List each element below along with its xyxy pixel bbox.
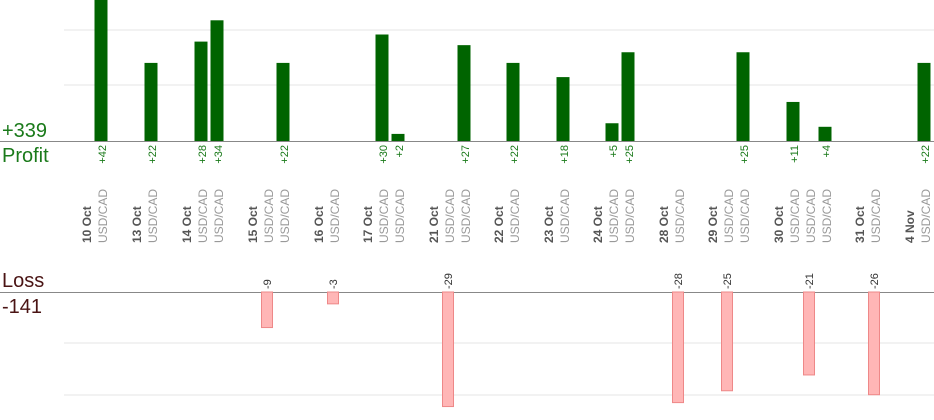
profit-value-label: +27	[460, 145, 472, 164]
profit-bar	[391, 133, 405, 141]
profit-value-label: +4	[821, 145, 833, 158]
date-label: 4 Nov	[903, 210, 917, 243]
profit-bar	[621, 52, 635, 141]
profit-value-label: +30	[378, 145, 390, 164]
pair-label: USD/CAD	[722, 189, 736, 243]
profit-value-label: +22	[920, 145, 932, 164]
date-label: 29 Oct	[706, 206, 720, 243]
profit-value-label: +2	[394, 145, 406, 158]
loss-value-label: -29	[443, 273, 455, 289]
pair-label: USD/CAD	[146, 189, 160, 243]
profit-value-label: +34	[213, 145, 225, 164]
date-label: 22 Oct	[492, 206, 506, 243]
profit-label: Profit	[2, 145, 49, 167]
profit-value-label: +22	[147, 145, 159, 164]
loss-bar	[327, 291, 339, 305]
loss-value-label: -25	[722, 273, 734, 289]
date-label: 16 Oct	[312, 206, 326, 243]
loss-bar	[261, 291, 273, 329]
profit-value-label: +42	[97, 145, 109, 164]
loss-bar	[442, 291, 454, 408]
date-label: 28 Oct	[657, 206, 671, 243]
date-label: 15 Oct	[246, 206, 260, 243]
profit-bar	[506, 62, 520, 141]
loss-value-label: -21	[804, 273, 816, 289]
pair-label: USD/CAD	[820, 189, 834, 243]
loss-total: -141	[2, 296, 43, 318]
loss-bar	[672, 291, 684, 404]
date-label: 31 Oct	[853, 206, 867, 243]
loss-value-label: -3	[328, 279, 340, 289]
profit-value-label: +28	[197, 145, 209, 164]
profit-bar	[144, 62, 158, 141]
pair-label: USD/CAD	[738, 189, 752, 243]
pair-label: USD/CAD	[623, 189, 637, 243]
profit-value-label: +22	[509, 145, 521, 164]
profit-bar	[818, 126, 832, 141]
pair-label: USD/CAD	[788, 189, 802, 243]
date-label: 13 Oct	[130, 206, 144, 243]
pair-label: USD/CAD	[262, 189, 276, 243]
date-label: 17 Oct	[361, 206, 375, 243]
pair-label: USD/CAD	[459, 189, 473, 243]
profit-value-label: +22	[279, 145, 291, 164]
pair-label: USD/CAD	[869, 189, 883, 243]
profit-bar	[736, 52, 750, 141]
pair-label: USD/CAD	[673, 189, 687, 243]
profit-bar	[194, 41, 208, 141]
pair-label: USD/CAD	[558, 189, 572, 243]
profit-value-label: +11	[789, 145, 801, 163]
loss-value-label: -9	[262, 279, 274, 289]
profit-bar	[605, 123, 619, 141]
pair-label: USD/CAD	[443, 189, 457, 243]
pair-label: USD/CAD	[278, 189, 292, 243]
profit-bar	[457, 45, 471, 141]
date-label: 23 Oct	[542, 206, 556, 243]
pair-label: USD/CAD	[196, 189, 210, 243]
pair-label: USD/CAD	[377, 189, 391, 243]
loss-value-label: -28	[673, 273, 685, 289]
profit-value-label: +25	[624, 145, 636, 164]
profit-value-label: +18	[559, 145, 571, 164]
pair-label: USD/CAD	[607, 189, 621, 243]
loss-label: Loss	[2, 270, 45, 292]
profit-bar	[917, 62, 931, 141]
profit-total: +339	[2, 120, 48, 142]
pair-label: USD/CAD	[212, 189, 226, 243]
pair-label: USD/CAD	[804, 189, 818, 243]
profit-bar	[556, 77, 570, 141]
pair-label: USD/CAD	[328, 189, 342, 243]
profit-bar	[375, 34, 389, 141]
date-label: 21 Oct	[427, 206, 441, 243]
profit-bar	[94, 0, 108, 141]
profit-bar	[210, 20, 224, 141]
date-label: 10 Oct	[80, 206, 94, 243]
pair-label: USD/CAD	[96, 189, 110, 243]
loss-bar	[803, 291, 815, 376]
date-label: 24 Oct	[591, 206, 605, 243]
profit-value-label: +25	[739, 145, 751, 164]
pair-label: USD/CAD	[393, 189, 407, 243]
loss-bar	[868, 291, 880, 396]
loss-value-label: -26	[869, 273, 881, 289]
date-label: 30 Oct	[772, 206, 786, 243]
profit-value-label: +5	[608, 145, 620, 158]
pair-label: USD/CAD	[919, 189, 933, 243]
profit-bar	[786, 101, 800, 141]
pair-label: USD/CAD	[508, 189, 522, 243]
loss-bar	[721, 291, 733, 392]
profit-bar	[276, 62, 290, 141]
date-label: 14 Oct	[180, 206, 194, 243]
